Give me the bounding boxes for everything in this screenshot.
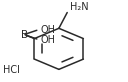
Text: OH: OH: [41, 35, 56, 45]
Text: H₂N: H₂N: [70, 2, 89, 12]
Text: HCl: HCl: [3, 65, 20, 75]
Text: B: B: [21, 30, 29, 40]
Text: OH: OH: [41, 25, 56, 35]
